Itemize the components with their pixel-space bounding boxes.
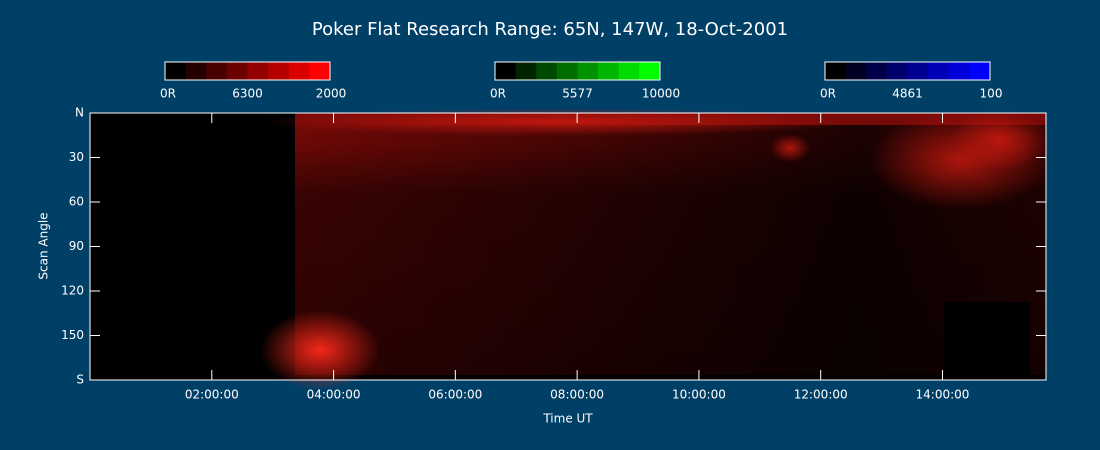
y-tick-label: 120 [61, 284, 84, 298]
y-tick-label: N [75, 106, 84, 120]
colorbar-step [866, 62, 888, 80]
colorbar-step [309, 62, 331, 80]
colorbar-step [247, 62, 269, 80]
colorbar-step [536, 62, 558, 80]
colorbar-step [165, 62, 187, 80]
colorbar-label: 0R [820, 87, 836, 101]
colorbar-label: 0R [490, 87, 506, 101]
colorbar-step [948, 62, 970, 80]
colorbar-step [845, 62, 867, 80]
y-tick-label: 30 [69, 150, 84, 164]
colorbar-step [618, 62, 640, 80]
y-axis-label: Scan Angle [37, 212, 51, 279]
colorbar-step [206, 62, 228, 80]
x-tick-label: 08:00:00 [550, 388, 604, 402]
y-tick-label: 90 [69, 239, 84, 253]
colorbar-step [515, 62, 537, 80]
colorbar-label: 100 [980, 87, 1003, 101]
y-tick-label: S [76, 373, 84, 387]
y-tick-label: 60 [69, 195, 84, 209]
x-tick-label: 02:00:00 [185, 388, 239, 402]
colorbar-step [969, 62, 991, 80]
keogram-image [90, 108, 1050, 390]
chart-title: Poker Flat Research Range: 65N, 147W, 18… [312, 19, 788, 40]
y-tick-label: 150 [61, 328, 84, 342]
colorbar-label: 10000 [642, 87, 680, 101]
colorbar-frame [164, 61, 331, 81]
colorbar-step [495, 62, 517, 80]
colorbar-step [886, 62, 908, 80]
colorbar-step [639, 62, 661, 80]
x-tick-label: 10:00:00 [672, 388, 726, 402]
colorbar-label: 2000 [316, 87, 347, 101]
colorbar-label: 4861 [892, 87, 923, 101]
colorbar-frame [824, 61, 991, 81]
colorbar-label: 5577 [562, 87, 593, 101]
colorbar-step [825, 62, 847, 80]
colorbar-step [577, 62, 599, 80]
colorbar-step [226, 62, 248, 80]
x-axis-label: Time UT [542, 412, 593, 426]
colorbar-step [268, 62, 290, 80]
colorbar-step [556, 62, 578, 80]
colorbar-step [598, 62, 620, 80]
colorbar-label: 0R [160, 87, 176, 101]
colorbar-step [185, 62, 207, 80]
colorbar-label: 6300 [232, 87, 263, 101]
colorbar-frame [494, 61, 661, 81]
colorbar-step [928, 62, 950, 80]
colorbar-step [288, 62, 310, 80]
x-tick-label: 14:00:00 [916, 388, 970, 402]
x-tick-label: 04:00:00 [307, 388, 361, 402]
x-tick-label: 12:00:00 [794, 388, 848, 402]
colorbar-step [907, 62, 929, 80]
x-tick-label: 06:00:00 [428, 388, 482, 402]
